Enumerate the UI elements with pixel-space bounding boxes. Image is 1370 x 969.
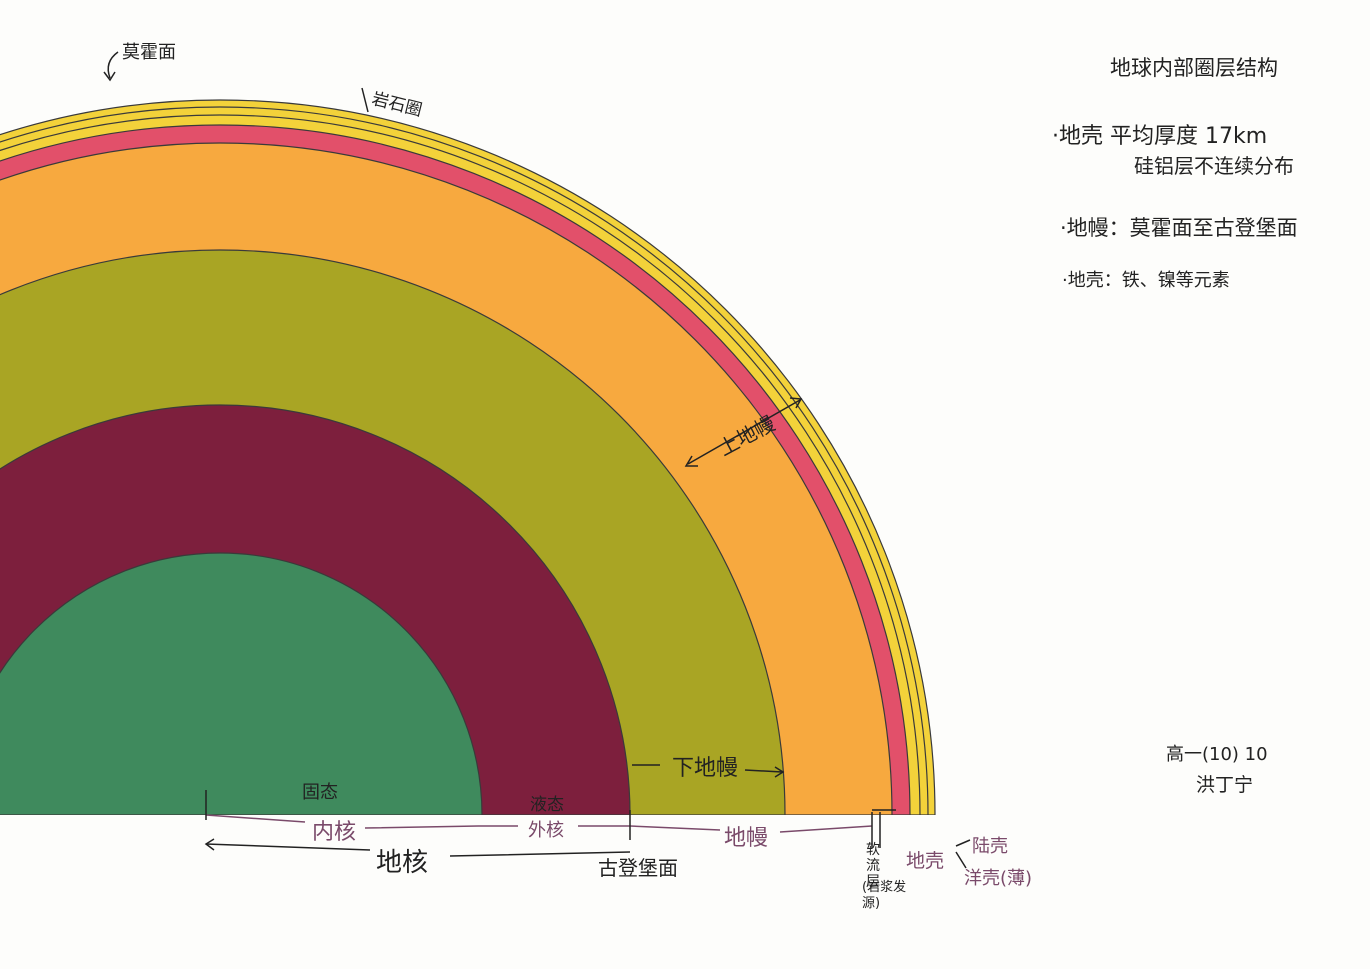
earth-layers: [0, 99, 1370, 969]
label-asthenosphere: 软流层: [866, 842, 880, 890]
note-crust-thickness: ·地壳 平均厚度 17km: [1052, 124, 1268, 149]
core-range-arrowhead: [204, 838, 215, 851]
author-class: 高一(10) 10: [1166, 744, 1268, 765]
crust-bracket: [955, 839, 971, 869]
inner-core-range-line: [205, 814, 873, 833]
label-lower-mantle: 下地幔: [672, 756, 739, 781]
upper-mantle-arrow: [687, 399, 801, 465]
note-core-elements: ·地壳：铁、镍等元素: [1062, 270, 1230, 291]
label-crust: 地壳: [906, 850, 945, 872]
note-sial-layer: 硅铝层不连续分布: [1134, 154, 1294, 178]
core-range-line: [205, 843, 631, 857]
label-mantle: 地幔: [724, 826, 769, 851]
lower-mantle-arrow-right: [744, 769, 783, 773]
label-inner-core: 内核: [312, 820, 357, 845]
moho-pointer-arrow: [107, 51, 119, 79]
upper-mantle-arrow-head-b: [789, 397, 803, 409]
label-moho: 莫霍面: [122, 42, 176, 63]
moho-pointer-head: [103, 71, 116, 82]
label-continental-crust: 陆壳: [972, 836, 1008, 857]
label-magma-source: (岩浆发源): [862, 880, 907, 911]
upper-mantle-arrow-head-a: [684, 455, 698, 467]
note-mantle-range: ·地幔：莫霍面至古登堡面: [1060, 216, 1298, 240]
label-core: 地核: [376, 848, 429, 878]
label-liquid: 液态: [530, 795, 564, 815]
label-outer-core: 外核: [528, 820, 564, 841]
author-name: 洪丁宁: [1196, 774, 1254, 796]
inner-core-layer: [0, 552, 483, 816]
label-solid: 固态: [302, 782, 338, 803]
lower-mantle-arrowhead-right: [774, 766, 785, 778]
page-title: 地球内部圈层结构: [1110, 56, 1278, 80]
lithosphere-ticks: [871, 812, 881, 848]
label-gutenberg: 古登堡面: [598, 856, 678, 880]
annotation-marks: [103, 51, 971, 869]
label-oceanic-crust: 洋壳(薄): [964, 868, 1033, 889]
paper-below-baseline: [0, 815, 1370, 969]
lithosphere-arrow: [361, 87, 369, 113]
